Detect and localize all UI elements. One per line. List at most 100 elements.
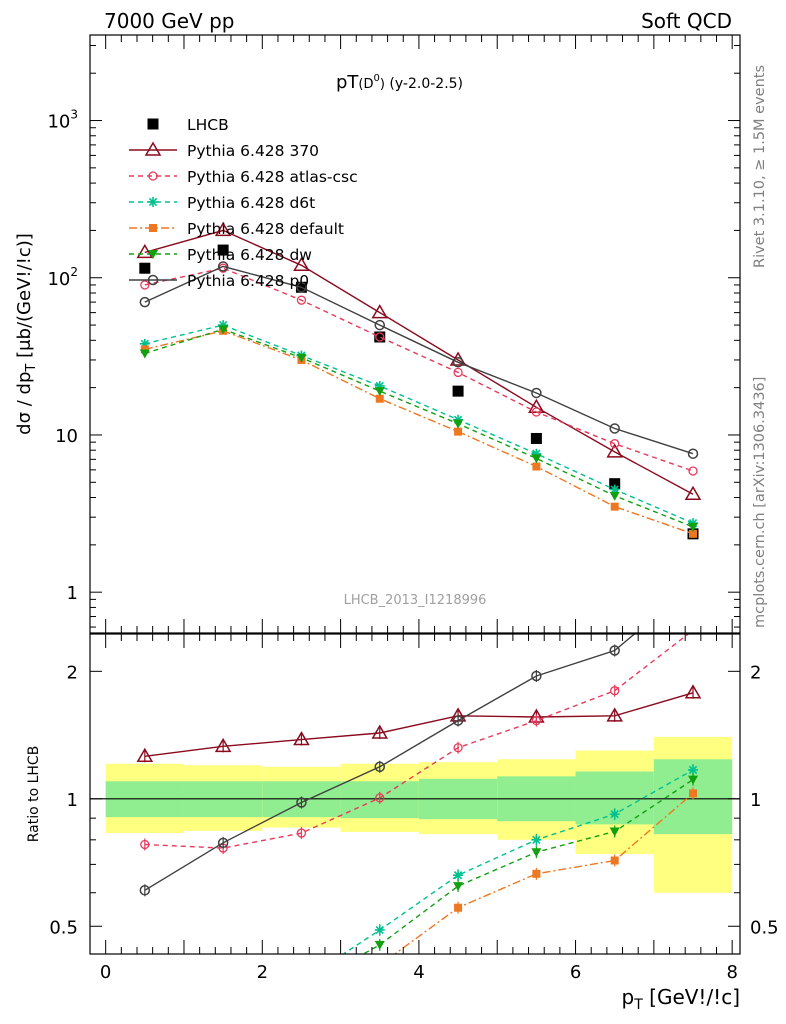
legend-label-default: Pythia 6.428 default [187,220,344,238]
ratio-series-default [393,787,698,954]
y-tick-label: 102 [47,265,78,290]
legend-label-dw: Pythia 6.428 dw [187,246,312,264]
legend-item-dw: Pythia 6.428 dw [129,246,312,264]
point-p0 [531,387,542,399]
series-atlas [140,263,698,476]
ratio-point-atlas [453,743,463,753]
header-right: Soft QCD [641,9,732,33]
legend-marker-dw [148,250,158,259]
series-p0 [139,261,699,459]
legend-marker-atlas [148,171,158,181]
point-data [530,432,542,444]
ratio-point-default [454,903,463,912]
ratio-point-atlas [140,839,150,850]
legend-item-default: Pythia 6.428 default [129,220,344,238]
ratio-series-atlas [140,634,690,855]
point-p370 [293,256,310,272]
legend-item-atlas: Pythia 6.428 atlas-csc [129,168,358,186]
ratio-point-p0 [374,761,386,773]
ratio-point-dw [609,827,620,837]
ratio-point-p370 [606,707,624,722]
ratio-y-tick-label-right: 2 [750,662,761,683]
x-axis-label: pT [GeV!/!c] [622,985,740,1013]
point-p0 [609,423,620,434]
series-dw [139,325,699,532]
point-p370 [371,304,389,319]
ratio-point-p370 [371,724,389,739]
legend: LHCB Pythia 6.428 370 Pythia 6.428 atlas-c… [129,116,358,290]
point-d6t [374,380,385,391]
x-tick-label: 6 [570,962,581,983]
ratio-series-p0 [139,634,636,897]
ratio-point-atlas [296,828,307,838]
series-line-default [144,330,694,535]
point-atlas [375,332,385,342]
y-tick-label: 10 [55,426,78,447]
ratio-series-layer [136,634,702,954]
ratio-point-d6t [453,870,464,881]
ratio-point-p0 [217,837,229,849]
side-text-top: Rivet 3.1.10, ≥ 1.5M events [752,65,768,268]
ratio-point-dw [453,882,464,892]
point-p370 [684,485,702,500]
ratio-series-d6t [342,763,699,954]
ratio-y-tick-label-right: 1 [750,790,761,811]
legend-item-data: LHCB [147,116,229,134]
point-default [689,529,698,538]
ratio-point-p0 [139,885,151,896]
point-default [610,502,619,511]
x-tick-label: 0 [100,962,111,983]
point-dw [453,419,464,429]
point-dw [296,353,307,363]
ratio-line-atlas [144,634,690,849]
analysis-label: LHCB_2013_I1218996 [344,593,487,608]
point-atlas [453,367,463,378]
point-p370 [136,243,154,259]
ratio-frame [89,633,741,955]
point-default [532,462,541,471]
point-data [609,478,621,490]
point-p370 [606,443,624,458]
ratio-y-tick-label-right: 0.5 [750,917,779,938]
point-p0 [217,261,229,272]
ratio-point-p0 [452,715,464,726]
legend-marker-default [149,224,157,232]
point-d6t [531,448,542,459]
ratio-point-p0 [296,797,307,808]
x-tick-label: 8 [726,962,737,983]
legend-label-atlas: Pythia 6.428 atlas-csc [187,168,358,186]
ratio-point-d6t [374,924,385,935]
point-data [139,262,151,274]
legend-item-p370: Pythia 6.428 370 [129,141,319,160]
ratio-line-p370 [144,692,694,757]
x-tick-label: 2 [257,962,268,983]
point-dw [218,325,229,335]
ratio-line-d6t [342,769,694,954]
point-data [374,331,386,343]
legend-marker-p370 [144,141,162,156]
ratio-uncertainty-bands [90,736,740,893]
series-line-p0 [144,265,694,455]
point-atlas [688,466,698,476]
ratio-y-tick-label: 0.5 [49,917,78,938]
side-text-bottom: mcplots.cern.ch [arXiv:1306.3436] [752,377,768,628]
point-dw [688,522,699,532]
ratio-point-atlas [610,686,620,696]
ratio-point-p370 [293,731,310,746]
point-atlas [296,295,307,305]
point-p370 [214,221,232,237]
plot-title: pT(D0) (y-2.0-2.5) [336,72,463,93]
legend-marker-p0 [147,274,159,286]
ratio-point-atlas [531,715,542,726]
point-data [452,385,464,397]
point-dw [374,387,385,397]
series-line-dw [144,328,694,528]
ratio-point-default [610,856,619,865]
y-tick-label: 103 [47,108,78,133]
ratio-point-dw [531,848,542,858]
legend-label-data: LHCB [187,116,229,134]
legend-item-p0: Pythia 6.428 p0 [129,272,309,290]
point-dw [531,454,542,464]
